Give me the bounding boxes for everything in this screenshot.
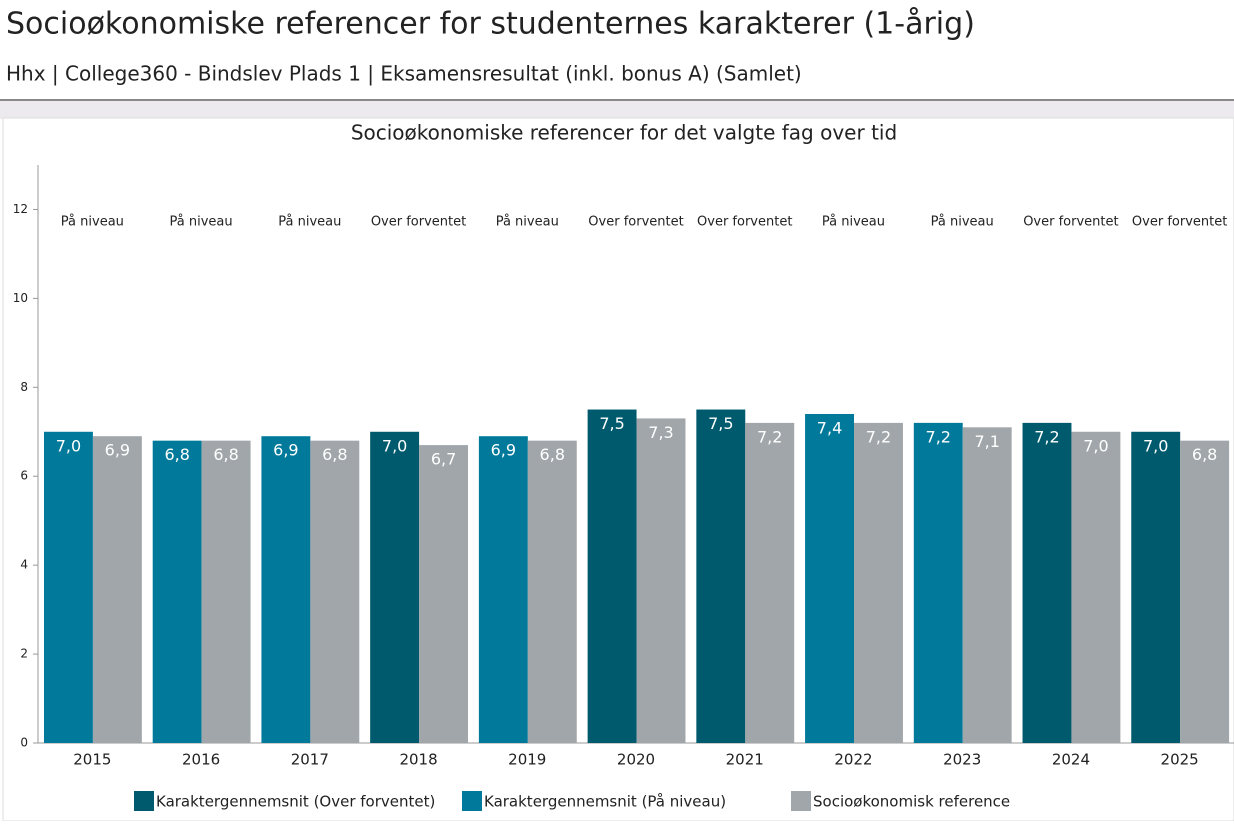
x-tick-label: 2015 — [73, 751, 111, 769]
bar — [962, 427, 1012, 743]
bar — [261, 436, 311, 743]
value-label: 6,7 — [431, 450, 456, 469]
status-label: Over forventet — [371, 215, 466, 230]
value-label: 7,2 — [757, 427, 782, 446]
bar — [1180, 440, 1230, 743]
bar — [1022, 422, 1072, 743]
status-label: På niveau — [496, 215, 559, 230]
legend-label: Karaktergennemsnit (Over forventet) — [156, 793, 435, 811]
chart-title: Socioøkonomiske referencer for det valgt… — [351, 121, 897, 145]
value-label: 6,9 — [491, 441, 516, 460]
status-label: Over forventet — [588, 215, 683, 230]
y-tick-label: 6 — [20, 469, 28, 483]
x-tick-label: 2023 — [943, 751, 981, 769]
y-tick-label: 0 — [20, 736, 28, 750]
value-label: 7,5 — [599, 414, 624, 433]
y-tick-label: 4 — [20, 558, 28, 572]
value-label: 7,0 — [1083, 436, 1108, 455]
bar — [587, 409, 637, 743]
value-label: 6,8 — [322, 445, 347, 464]
value-label: 6,9 — [105, 441, 130, 460]
status-label: På niveau — [170, 215, 233, 230]
value-label: 7,3 — [648, 423, 673, 442]
value-label: 7,2 — [866, 427, 891, 446]
page-title: Socioøkonomiske referencer for studenter… — [6, 7, 975, 42]
status-label: Over forventet — [1023, 215, 1118, 230]
bar — [152, 440, 202, 743]
x-tick-label: 2017 — [291, 751, 329, 769]
x-tick-label: 2024 — [1052, 751, 1090, 769]
status-label: På niveau — [278, 215, 341, 230]
value-label: 6,9 — [273, 441, 298, 460]
bar — [92, 436, 142, 743]
x-tick-label: 2021 — [726, 751, 764, 769]
status-label: På niveau — [822, 215, 885, 230]
bar — [636, 418, 686, 743]
bar — [201, 440, 251, 743]
x-tick-label: 2018 — [399, 751, 437, 769]
bar — [370, 431, 420, 743]
bar — [310, 440, 360, 743]
value-label: 6,8 — [540, 445, 565, 464]
legend-swatch — [134, 791, 154, 811]
value-label: 7,0 — [382, 436, 407, 455]
legend-swatch — [462, 791, 482, 811]
legend-label: Karaktergennemsnit (På niveau) — [484, 793, 726, 811]
bar — [745, 422, 795, 743]
value-label: 7,0 — [1143, 436, 1168, 455]
x-tick-label: 2022 — [834, 751, 872, 769]
bar — [1071, 431, 1121, 743]
value-label: 7,0 — [56, 436, 81, 455]
bar — [913, 422, 963, 743]
separator — [0, 99, 1234, 119]
y-tick-label: 2 — [20, 647, 28, 661]
bar — [419, 445, 469, 743]
status-label: Over forventet — [1132, 215, 1227, 230]
value-label: 6,8 — [164, 445, 189, 464]
value-label: 7,4 — [817, 418, 842, 437]
value-label: 7,5 — [708, 414, 733, 433]
bar — [696, 409, 746, 743]
bar — [1131, 431, 1181, 743]
value-label: 6,8 — [213, 445, 238, 464]
bar — [43, 431, 93, 743]
y-tick-label: 12 — [13, 202, 28, 216]
bar — [853, 422, 903, 743]
status-label: Over forventet — [697, 215, 792, 230]
bar — [478, 436, 528, 743]
legend-label: Socioøkonomisk reference — [813, 793, 1010, 811]
x-tick-label: 2019 — [508, 751, 546, 769]
x-tick-label: 2025 — [1161, 751, 1199, 769]
y-tick-label: 10 — [13, 291, 28, 305]
x-tick-label: 2020 — [617, 751, 655, 769]
value-label: 7,1 — [974, 432, 999, 451]
value-label: 6,8 — [1192, 445, 1217, 464]
value-label: 7,2 — [1034, 427, 1059, 446]
status-label: På niveau — [931, 215, 994, 230]
legend-swatch — [791, 791, 811, 811]
bar — [805, 413, 854, 743]
y-tick-label: 8 — [20, 380, 28, 394]
bar — [527, 440, 577, 743]
page-subtitle: Hhx | College360 - Bindslev Plads 1 | Ek… — [6, 62, 802, 86]
x-tick-label: 2016 — [182, 751, 220, 769]
status-label: På niveau — [61, 215, 124, 230]
value-label: 7,2 — [926, 427, 951, 446]
